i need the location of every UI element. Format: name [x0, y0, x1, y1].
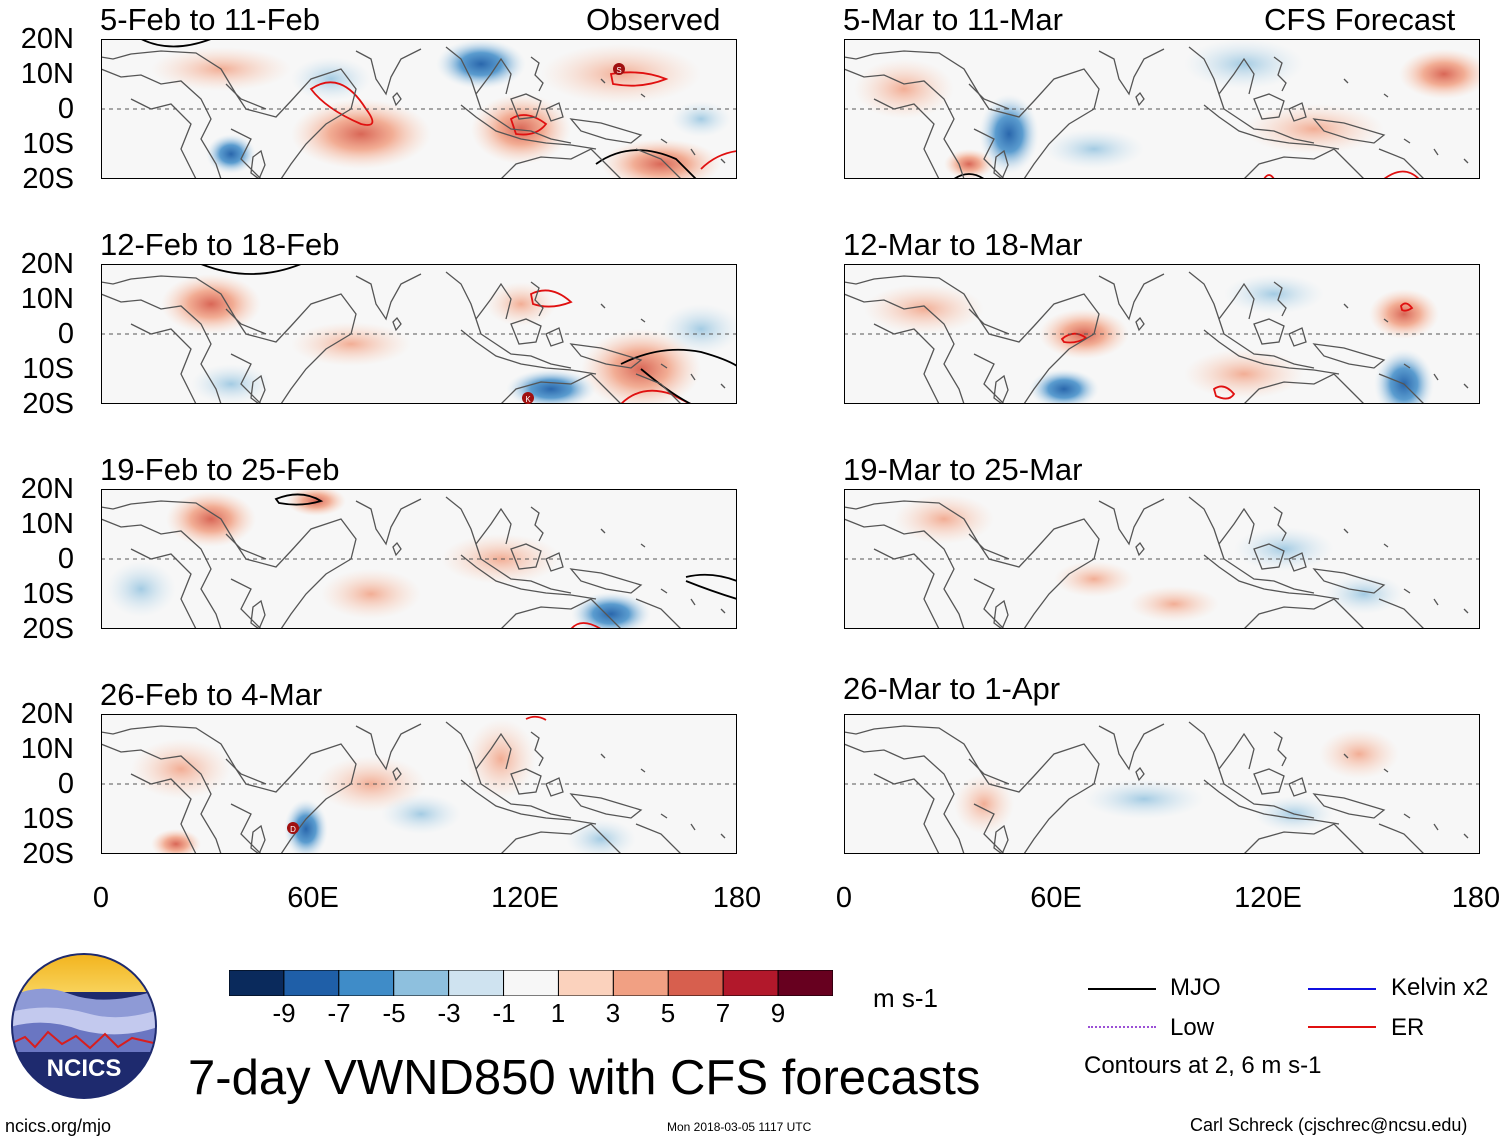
- storm-icon: [613, 63, 625, 75]
- legend-swatch-kelvin: [1308, 988, 1376, 990]
- y-tick-20n: 20N: [20, 23, 74, 55]
- cb-tick: -3: [437, 998, 461, 1028]
- map-panel-left-4: D: [101, 714, 737, 854]
- y-tick-20s: 20S: [22, 163, 74, 195]
- x-tick-0: 0: [92, 882, 110, 914]
- colorbar-swatch: [503, 969, 559, 997]
- map-panel-right-1: [844, 39, 1480, 179]
- panel-title-right-3: 19-Mar to 25-Mar: [843, 452, 1083, 487]
- cb-tick: -5: [382, 998, 406, 1028]
- colorbar-swatch: [557, 969, 614, 997]
- map-panel-right-4: [844, 714, 1480, 854]
- colorbar-swatch: [228, 969, 285, 997]
- storm-icon: [522, 392, 534, 404]
- colorbar-swatches: [228, 969, 834, 997]
- map-panel-right-3: [844, 489, 1480, 629]
- y-tick-10n: 10N: [20, 283, 74, 315]
- legend-label-low: Low: [1170, 1014, 1215, 1041]
- y-tick-20s: 20S: [22, 838, 74, 870]
- footer-timestamp: Mon 2018-03-05 1117 UTC: [667, 1120, 812, 1134]
- panel-tag-cfs-forecast: CFS Forecast: [1264, 2, 1456, 37]
- y-tick-10n: 10N: [20, 58, 74, 90]
- footer-site: ncics.org/mjo: [5, 1116, 112, 1136]
- cb-tick: -1: [492, 998, 516, 1028]
- cb-tick: 7: [715, 998, 731, 1028]
- y-tick-20n: 20N: [20, 473, 74, 505]
- map-panel-left-2: K: [101, 264, 737, 404]
- colorbar-swatch: [667, 969, 724, 997]
- colorbar-swatch: [393, 969, 450, 997]
- y-tick-20n: 20N: [20, 248, 74, 280]
- legend-note: Contours at 2, 6 m s-1: [1084, 1052, 1322, 1079]
- colorbar: [228, 969, 834, 997]
- x-tick-120e: 120E: [491, 882, 559, 914]
- logo-text: NCICS: [47, 1055, 122, 1082]
- storm-label-s: S: [616, 66, 621, 75]
- map-panel-right-2: [844, 264, 1480, 404]
- y-tick-10n: 10N: [20, 733, 74, 765]
- y-tick-10s: 10S: [22, 578, 74, 610]
- cb-tick: 9: [770, 998, 786, 1028]
- storm-icon: [287, 822, 299, 834]
- panel-title-right-2: 12-Mar to 18-Mar: [843, 227, 1083, 262]
- cb-tick: 1: [550, 998, 566, 1028]
- colorbar-units: m s-1: [873, 983, 938, 1013]
- colorbar-swatch: [612, 969, 669, 997]
- footer-author: Carl Schreck (cjschrec@ncsu.edu): [1190, 1115, 1468, 1135]
- y-tick-0: 0: [57, 93, 74, 125]
- panel-title-right-4: 26-Mar to 1-Apr: [843, 671, 1061, 706]
- y-tick-10s: 10S: [22, 803, 74, 835]
- x-tick-180: 180: [712, 882, 762, 914]
- y-tick-0: 0: [57, 768, 74, 800]
- panel-title-left-2: 12-Feb to 18-Feb: [100, 227, 340, 262]
- colorbar-swatch: [448, 969, 505, 997]
- map-panel-left-1: S: [101, 39, 737, 179]
- y-tick-10n: 10N: [20, 508, 74, 540]
- x-tick-120e: 120E: [1234, 882, 1302, 914]
- cb-tick: -9: [272, 998, 296, 1028]
- colorbar-swatch: [777, 969, 834, 997]
- y-tick-20s: 20S: [22, 613, 74, 645]
- storm-label-k: K: [525, 395, 531, 404]
- storm-label-d: D: [290, 825, 296, 834]
- cb-tick: 3: [605, 998, 621, 1028]
- legend-label-kelvin: Kelvin x2: [1391, 974, 1489, 1001]
- figure-title: 7-day VWND850 with CFS forecasts: [188, 1051, 981, 1105]
- x-tick-60e: 60E: [1030, 882, 1082, 914]
- colorbar-swatch: [722, 969, 779, 997]
- ncics-logo: NCICS: [11, 953, 157, 1099]
- map-panel-left-3: [101, 489, 737, 629]
- legend-swatch-mjo: [1088, 988, 1156, 990]
- x-tick-0: 0: [835, 882, 853, 914]
- y-tick-10s: 10S: [22, 353, 74, 385]
- colorbar-swatch: [338, 969, 395, 997]
- panel-title-right-1: 5-Mar to 11-Mar: [843, 2, 1063, 37]
- legend-label-er: ER: [1391, 1014, 1425, 1041]
- y-tick-20s: 20S: [22, 388, 74, 420]
- y-tick-0: 0: [57, 543, 74, 575]
- cb-tick: -7: [327, 998, 351, 1028]
- cb-tick: 5: [660, 998, 676, 1028]
- legend-label-mjo: MJO: [1170, 974, 1221, 1001]
- y-tick-10s: 10S: [22, 128, 74, 160]
- panel-title-left-4: 26-Feb to 4-Mar: [100, 677, 323, 712]
- panel-title-left-1: 5-Feb to 11-Feb: [100, 2, 320, 37]
- y-tick-20n: 20N: [20, 698, 74, 730]
- legend-swatch-low: [1088, 1026, 1156, 1028]
- y-tick-0: 0: [57, 318, 74, 350]
- legend-swatch-er: [1308, 1026, 1376, 1028]
- panel-tag-observed: Observed: [586, 2, 721, 37]
- colorbar-swatch: [283, 969, 340, 997]
- x-tick-180: 180: [1451, 882, 1501, 914]
- x-tick-60e: 60E: [287, 882, 339, 914]
- panel-title-left-3: 19-Feb to 25-Feb: [100, 452, 340, 487]
